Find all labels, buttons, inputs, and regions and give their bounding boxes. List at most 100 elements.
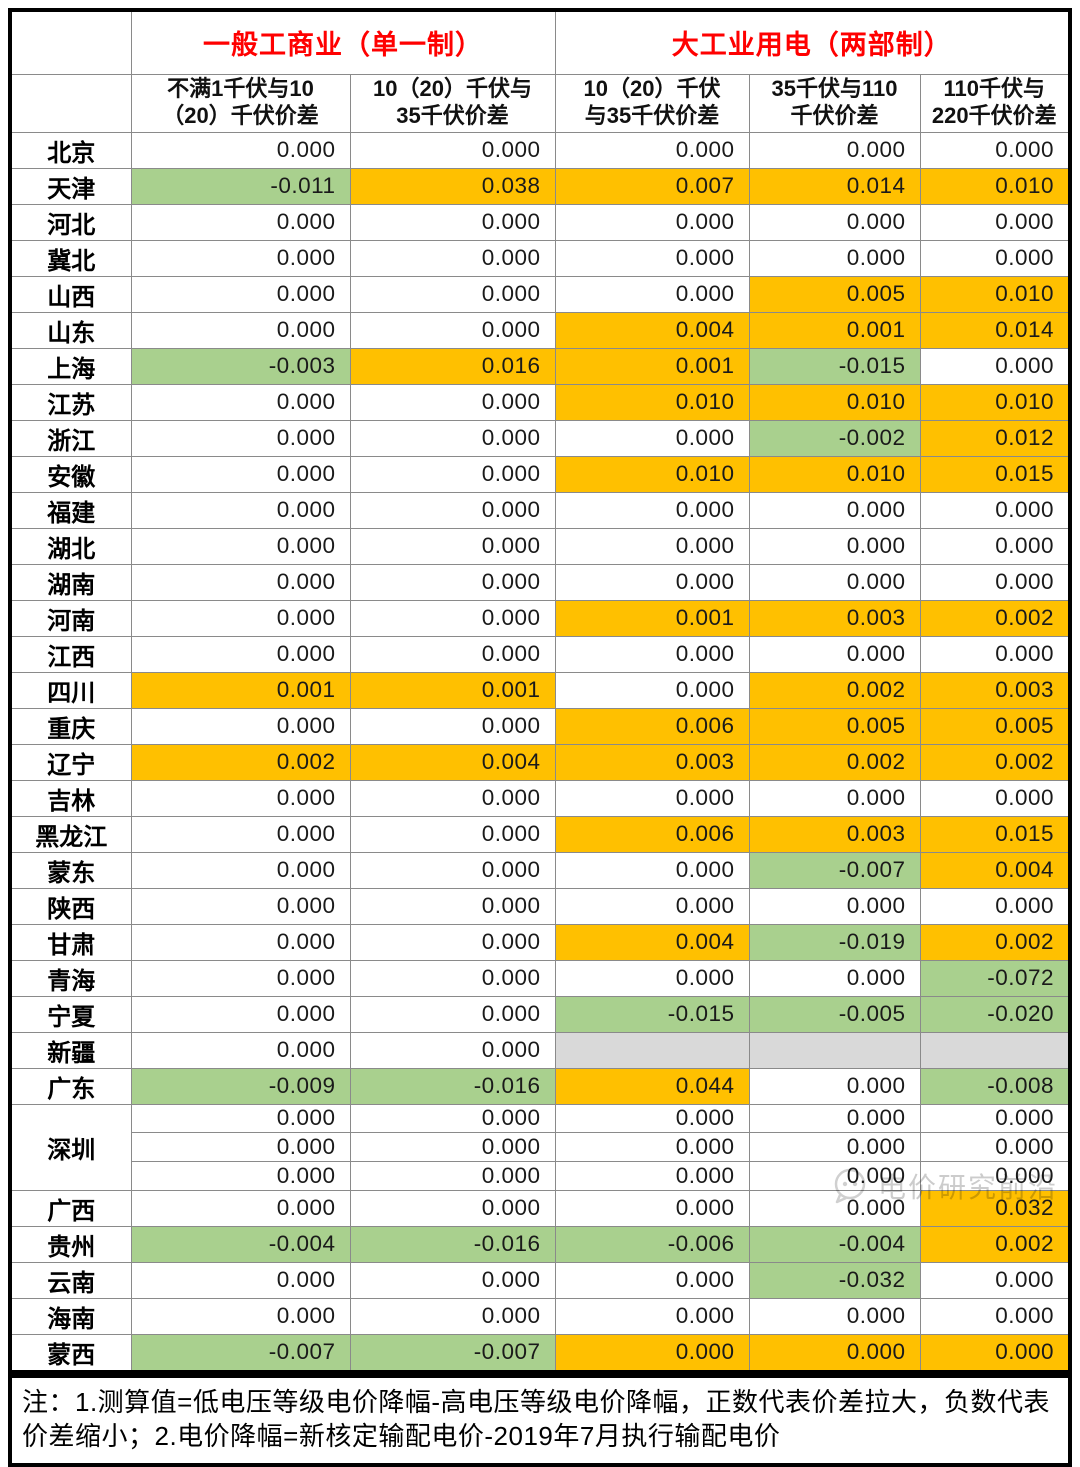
value-cell: 0.000 xyxy=(748,887,921,925)
note-box: 注：1.测算值=低电压等级电价降幅-高电压等级电价降幅，正数代表价差拉大，负数代… xyxy=(8,1373,1072,1467)
province-label: 蒙西 xyxy=(9,1333,132,1373)
value-cell xyxy=(748,1031,921,1069)
table-row: 福建 0.000 0.000 0.000 0.000 0.000 xyxy=(9,491,1071,529)
value-cell: 0.003 xyxy=(748,815,921,853)
value-cell: 0.005 xyxy=(748,275,921,313)
province-label: 蒙东 xyxy=(9,851,132,889)
value-cell: 0.016 xyxy=(349,347,556,385)
value-cell: -0.072 xyxy=(919,959,1071,997)
value-cell: 0.000 xyxy=(748,635,921,673)
province-label: 陕西 xyxy=(9,887,132,925)
value-cell: 0.001 xyxy=(554,599,750,637)
table-row: 陕西 0.000 0.000 0.000 0.000 0.000 xyxy=(9,887,1071,925)
value-cell: 0.003 xyxy=(919,671,1071,709)
value-cell: -0.020 xyxy=(919,995,1071,1033)
value-cell: 0.000 xyxy=(748,1103,921,1134)
value-cell: 0.004 xyxy=(554,311,750,349)
table-row: 海南 0.000 0.000 0.000 0.000 0.000 xyxy=(9,1297,1071,1335)
province-label: 辽宁 xyxy=(9,743,132,781)
value-cell: 0.000 xyxy=(554,779,750,817)
value-cell: 0.000 xyxy=(349,887,556,925)
value-cell: 0.000 xyxy=(554,563,750,601)
value-cell: 0.000 xyxy=(130,1031,351,1069)
column-header-10kv-35kv-industrial: 10（20）千伏 与35千伏价差 xyxy=(554,73,750,133)
table-row: 云南 0.000 0.000 0.000 -0.032 0.000 xyxy=(9,1261,1071,1299)
page: 一般工商业（单一制） 大工业用电（两部制） 不满1千伏与10 （20）千伏价差 … xyxy=(8,8,1073,1467)
value-cell: 0.000 xyxy=(349,707,556,745)
column-header-under1kv-10kv: 不满1千伏与10 （20）千伏价差 xyxy=(130,73,351,133)
value-cell: 0.001 xyxy=(130,671,351,709)
province-label: 吉林 xyxy=(9,779,132,817)
value-cell: 0.000 xyxy=(349,383,556,421)
value-cell: 0.010 xyxy=(919,167,1071,205)
value-cell: 0.038 xyxy=(349,167,556,205)
value-cell: 0.006 xyxy=(554,815,750,853)
value-cell: 0.002 xyxy=(748,671,921,709)
table-row: 山西 0.000 0.000 0.000 0.005 0.010 xyxy=(9,275,1071,313)
value-cell: 0.000 xyxy=(748,563,921,601)
value-cell: 0.000 xyxy=(130,131,351,169)
value-cell: 0.000 xyxy=(554,527,750,565)
table-row: 重庆 0.000 0.000 0.006 0.005 0.005 xyxy=(9,707,1071,745)
value-cell: 0.000 xyxy=(554,275,750,313)
value-cell: 0.000 xyxy=(130,311,351,349)
value-cell: 0.000 xyxy=(554,1103,750,1134)
group-header-general-commercial: 一般工商业（单一制） xyxy=(130,9,556,75)
value-cell: 0.000 xyxy=(919,563,1071,601)
value-cell: -0.007 xyxy=(130,1333,351,1373)
table-row: 辽宁 0.002 0.004 0.003 0.002 0.002 xyxy=(9,743,1071,781)
value-cell: 0.003 xyxy=(748,599,921,637)
value-cell: 0.000 xyxy=(349,779,556,817)
province-label: 山西 xyxy=(9,275,132,313)
value-cell: 0.010 xyxy=(919,383,1071,421)
value-cell: 0.004 xyxy=(554,923,750,961)
group-header-row: 一般工商业（单一制） 大工业用电（两部制） xyxy=(9,9,1071,75)
value-cell: 0.000 xyxy=(919,527,1071,565)
value-cell: -0.011 xyxy=(130,167,351,205)
value-cell: 0.004 xyxy=(919,851,1071,889)
province-label: 河南 xyxy=(9,599,132,637)
value-cell: 0.010 xyxy=(748,455,921,493)
value-cell: 0.000 xyxy=(554,203,750,241)
value-cell: 0.000 xyxy=(349,1103,556,1134)
value-cell: 0.000 xyxy=(919,1161,1071,1191)
value-cell: 0.000 xyxy=(130,1132,351,1163)
value-cell: 0.000 xyxy=(919,1132,1071,1163)
table-row: 贵州 -0.004 -0.016 -0.006 -0.004 0.002 xyxy=(9,1225,1071,1263)
value-cell: 0.000 xyxy=(130,1261,351,1299)
table-row: 0.000 0.000 0.000 0.000 0.000 xyxy=(10,1161,1071,1191)
province-label: 北京 xyxy=(9,131,132,169)
value-cell: 0.002 xyxy=(919,923,1071,961)
value-cell: 0.000 xyxy=(919,1103,1071,1134)
value-cell: 0.000 xyxy=(130,995,351,1033)
table-row: 四川 0.001 0.001 0.000 0.002 0.003 xyxy=(9,671,1071,709)
value-cell: 0.000 xyxy=(349,131,556,169)
value-cell: -0.007 xyxy=(748,851,921,889)
value-cell: -0.015 xyxy=(554,995,750,1033)
table-row: 冀北 0.000 0.000 0.000 0.000 0.000 xyxy=(9,239,1071,277)
value-cell: 0.032 xyxy=(919,1189,1071,1227)
value-cell: 0.000 xyxy=(130,707,351,745)
province-label: 云南 xyxy=(9,1261,132,1299)
value-cell: 0.000 xyxy=(130,275,351,313)
value-cell: 0.000 xyxy=(349,311,556,349)
table-row: 深圳 0.000 0.000 0.000 0.000 0.000 xyxy=(9,1103,1071,1191)
value-cell: 0.000 xyxy=(554,959,750,997)
value-cell: 0.014 xyxy=(748,167,921,205)
value-cell: 0.000 xyxy=(554,1161,750,1191)
table-row: 上海 -0.003 0.016 0.001 -0.015 0.000 xyxy=(9,347,1071,385)
value-cell: 0.002 xyxy=(748,743,921,781)
value-cell: 0.000 xyxy=(919,887,1071,925)
value-cell: 0.002 xyxy=(919,1225,1071,1263)
value-cell: -0.008 xyxy=(919,1067,1071,1105)
value-cell: -0.007 xyxy=(349,1333,556,1373)
province-label: 安徽 xyxy=(9,455,132,493)
value-cell: -0.009 xyxy=(130,1067,351,1105)
table-row: 天津 -0.011 0.038 0.007 0.014 0.010 xyxy=(9,167,1071,205)
province-label: 深圳 xyxy=(9,1103,132,1191)
province-label: 冀北 xyxy=(9,239,132,277)
value-cell: 0.000 xyxy=(349,599,556,637)
value-cell: 0.000 xyxy=(349,959,556,997)
value-cell: -0.019 xyxy=(748,923,921,961)
value-cell: 0.000 xyxy=(349,995,556,1033)
